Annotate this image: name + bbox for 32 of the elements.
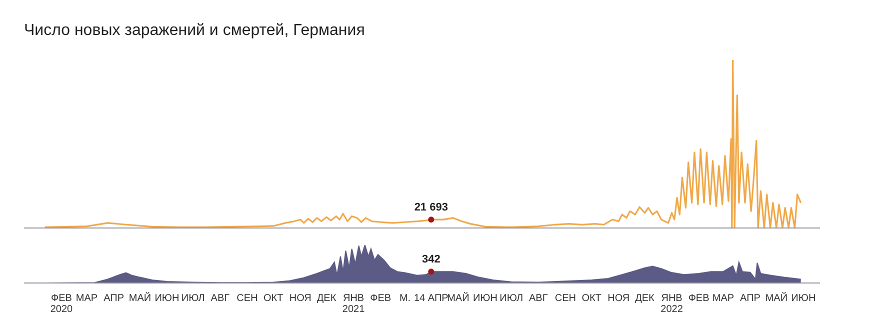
x-tick-label: ДЕК	[316, 293, 336, 304]
x-tick-label: 14 АПР	[414, 293, 449, 304]
x-tick-label: ИЮЛ	[500, 293, 524, 304]
x-tick-label: НОЯ	[289, 293, 312, 304]
annotation: 21 693	[414, 202, 448, 214]
x-tick-label: МАЙ	[765, 291, 788, 304]
x-tick-label: ИЮН	[791, 293, 816, 304]
x-tick-label: ОКТ	[263, 293, 284, 304]
x-tick-label: ДЕК	[635, 293, 655, 304]
x-tick-label: СЕН	[554, 293, 576, 304]
x-tick-label: ИЮН	[154, 293, 180, 304]
x-tick-label: МАЙ	[447, 291, 470, 304]
x-tick-label: АПР	[740, 293, 761, 304]
x-tick-label: ФЕВ	[370, 293, 392, 304]
x-tick-label: ЯНВ 2022	[660, 293, 684, 315]
x-tick-label: ФЕВ 2020	[50, 293, 74, 315]
chart-title: Число новых заражений и смертей, Германия	[23, 21, 366, 41]
x-tick-label: М.	[399, 293, 411, 304]
x-tick-label: СЕН	[236, 293, 258, 304]
x-tick-label: АВГ	[210, 293, 230, 304]
annotation: 342	[422, 254, 440, 266]
x-tick-label: АПР	[104, 293, 124, 304]
x-tick-label: МАР	[76, 293, 98, 304]
x-tick-label: ФЕВ	[688, 293, 710, 304]
x-tick-label: ИЮЛ	[181, 293, 205, 304]
x-tick-label: ИЮН	[472, 293, 498, 304]
x-tick-label: МАЙ	[128, 291, 152, 304]
x-tick-label: НОЯ	[608, 293, 630, 304]
x-tick-label: МАР	[712, 293, 734, 304]
x-tick-label: ОКТ	[582, 293, 602, 304]
x-tick-label: ЯНВ 2021	[342, 293, 366, 315]
x-tick-label: АВГ	[529, 293, 548, 304]
